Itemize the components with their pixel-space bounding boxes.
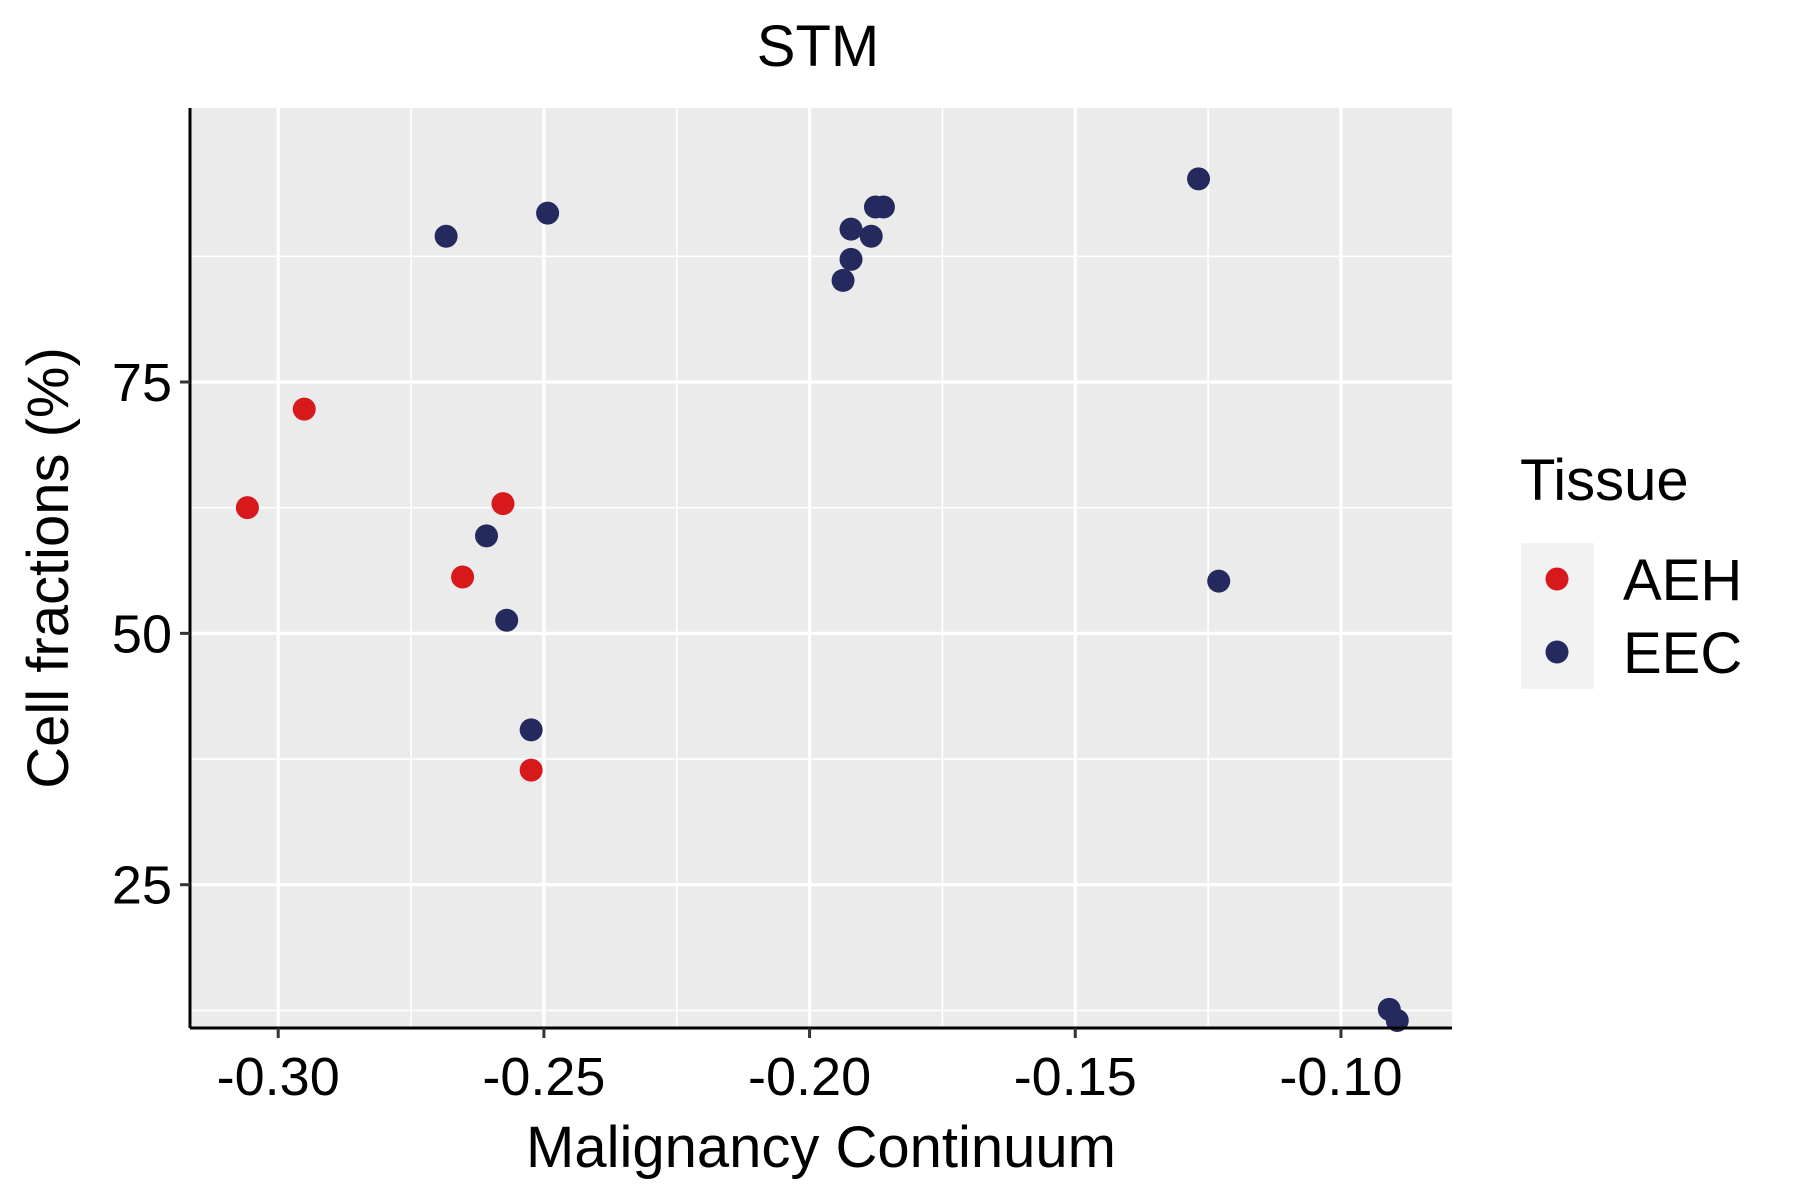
point-eec — [495, 608, 519, 632]
legend-label-eec: EEC — [1623, 621, 1742, 686]
y-axis-title: Cell fractions (%) — [16, 347, 81, 789]
plot-panel — [190, 108, 1452, 1028]
point-aeh — [235, 496, 259, 520]
legend-key-eec — [1545, 640, 1569, 664]
x-tick-label: -0.20 — [748, 1047, 871, 1107]
y-tick-label: 25 — [112, 856, 172, 916]
point-eec — [475, 524, 499, 548]
point-aeh — [491, 492, 515, 516]
point-eec — [871, 195, 895, 219]
y-tick-label: 50 — [112, 604, 172, 664]
point-eec — [1385, 1008, 1409, 1032]
legend: Tissue AEH EEC — [1520, 448, 1742, 689]
point-eec — [536, 201, 560, 225]
legend-title: Tissue — [1520, 448, 1689, 513]
y-tick-label: 75 — [112, 353, 172, 413]
x-axis-title: Malignancy Continuum — [526, 1115, 1116, 1180]
legend-entries: AEH EEC — [1545, 548, 1742, 686]
point-eec — [859, 224, 883, 248]
point-eec — [1207, 569, 1231, 593]
legend-label-aeh: AEH — [1623, 548, 1742, 613]
point-eec — [434, 224, 458, 248]
point-aeh — [519, 758, 543, 782]
x-axis-ticks: -0.30 -0.25 -0.20 -0.15 -0.10 — [217, 1028, 1402, 1107]
point-aeh — [292, 397, 316, 421]
x-tick-label: -0.15 — [1014, 1047, 1137, 1107]
major-gridlines — [190, 108, 1452, 1028]
point-eec — [1187, 167, 1211, 191]
x-tick-label: -0.25 — [482, 1047, 605, 1107]
legend-key-aeh — [1545, 567, 1569, 591]
legend-keys-background — [1521, 543, 1594, 689]
point-eec — [839, 247, 863, 271]
point-eec — [839, 217, 863, 241]
point-eec — [831, 268, 855, 292]
point-aeh — [451, 565, 475, 589]
x-tick-label: -0.10 — [1279, 1047, 1402, 1107]
x-tick-label: -0.30 — [217, 1047, 340, 1107]
minor-gridlines — [190, 108, 1452, 1028]
point-eec — [519, 718, 543, 742]
data-points — [235, 167, 1409, 1032]
chart-title: STM — [757, 14, 879, 79]
y-axis-ticks: 25 50 75 — [112, 353, 190, 916]
